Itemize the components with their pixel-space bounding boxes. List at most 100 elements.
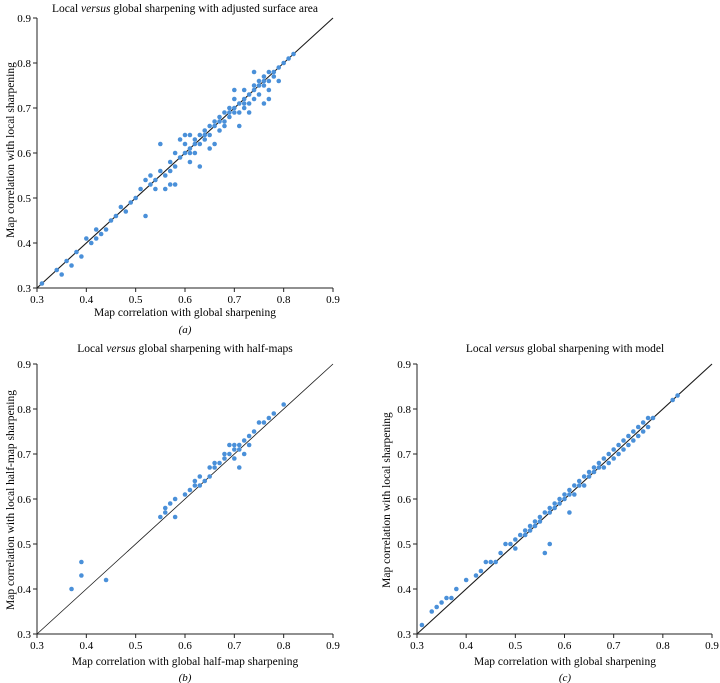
panel-c-data-point bbox=[601, 456, 607, 461]
panel-c-data-point bbox=[611, 447, 616, 452]
panel-a-data-point bbox=[246, 92, 252, 97]
panel-a-data-point bbox=[241, 101, 247, 106]
panel-a-data-point bbox=[93, 236, 99, 241]
panel-a-data-point bbox=[133, 195, 138, 201]
panel-c-data-point bbox=[527, 528, 533, 533]
panel-c-data-point bbox=[567, 487, 572, 493]
panel-a-data-point bbox=[172, 150, 178, 156]
panel-a-data-point bbox=[128, 200, 134, 205]
panel-c-data-point bbox=[463, 577, 469, 583]
panel-c-ytick-label: 0.7 bbox=[397, 449, 411, 461]
panel-c-data-point bbox=[635, 433, 641, 439]
panel-c-data-point bbox=[611, 456, 616, 461]
panel-c-data-point bbox=[532, 523, 538, 529]
panel-b-data-point bbox=[246, 433, 252, 439]
panel-c-data-point bbox=[513, 537, 518, 542]
panel-c-data-point bbox=[572, 483, 577, 488]
panel-b-data-point bbox=[172, 496, 178, 502]
panel-a-ytick-label: 0.5 bbox=[17, 193, 31, 205]
panel-c-xlabel: Map correlation with global sharpening bbox=[474, 656, 656, 668]
panel-a-data-point bbox=[103, 227, 109, 232]
panel-b-data-point bbox=[236, 447, 242, 452]
panel-a-ytick-label: 0.8 bbox=[17, 58, 31, 70]
panel-a-data-point bbox=[246, 101, 252, 106]
panel-a-data-point bbox=[197, 164, 203, 169]
panel-a-data-point bbox=[236, 123, 242, 129]
panel-b-xtick-label: 0.7 bbox=[227, 640, 241, 652]
panel-c-ytick-label: 0.5 bbox=[397, 539, 411, 551]
panel-b-ytick-label: 0.4 bbox=[17, 584, 31, 596]
panel-b-title: Local versus global sharpening with half… bbox=[77, 343, 293, 355]
panel-a-data-point bbox=[232, 87, 237, 93]
panel-c-data-point bbox=[596, 460, 602, 466]
panel-a-data-point bbox=[84, 236, 89, 241]
panel-a-data-point bbox=[172, 164, 178, 169]
panel-a-data-point bbox=[266, 87, 272, 93]
panel-a-data-point bbox=[167, 168, 173, 174]
panel-a-ytick-label: 0.7 bbox=[17, 103, 31, 115]
panel-a-xtick-label: 0.4 bbox=[79, 294, 93, 306]
panel-a-title: Local versus global sharpening with adju… bbox=[52, 3, 318, 15]
panel-a-data-point bbox=[251, 96, 257, 102]
panel-a-data-point bbox=[212, 123, 217, 129]
panel-c-data-point bbox=[606, 451, 612, 457]
panel-a-data-point bbox=[207, 146, 212, 151]
panel-b-data-point bbox=[167, 501, 173, 506]
panel-c-data-point bbox=[626, 442, 631, 448]
panel-c-data-point bbox=[557, 496, 562, 502]
panel-a-data-point bbox=[172, 182, 178, 187]
panel-a-xlabel: Map correlation with global sharpening bbox=[94, 307, 276, 319]
panel-c-data-point bbox=[434, 604, 439, 610]
panel-a-data-point bbox=[69, 263, 74, 268]
panel-c-data-point bbox=[596, 465, 602, 470]
panel-a-data-point bbox=[39, 281, 45, 286]
panel-b-xtick-label: 0.5 bbox=[129, 640, 143, 652]
panel-c-title: Local versus global sharpening with mode… bbox=[466, 343, 664, 355]
panel-c-data-point bbox=[547, 505, 553, 511]
panel-c-data-point bbox=[670, 397, 675, 403]
panel-b-data-point bbox=[103, 577, 109, 583]
panel-a-data-point bbox=[64, 258, 69, 264]
panel-c-data-point bbox=[616, 442, 621, 448]
panel-a-xtick-label: 0.9 bbox=[326, 294, 340, 306]
panel-c-data-point bbox=[635, 424, 641, 430]
panel-a-data-point bbox=[212, 141, 217, 147]
panel-a-data-point bbox=[138, 186, 143, 192]
panel-a-data-point bbox=[167, 159, 173, 165]
panel-a-data-point bbox=[162, 173, 168, 178]
panel-a-data-point bbox=[281, 60, 286, 66]
panel-c-data-point bbox=[439, 600, 444, 605]
panel-c-data-point bbox=[449, 595, 454, 601]
panel-c-data-point bbox=[522, 532, 528, 538]
panel-c-data-point bbox=[547, 541, 553, 547]
panel-c-data-point bbox=[640, 420, 646, 425]
panel-c-data-point bbox=[621, 447, 626, 452]
panel-c-data-point bbox=[419, 622, 425, 628]
panel-b-ytick-label: 0.5 bbox=[17, 539, 31, 551]
panel-c-xtick-label: 0.8 bbox=[656, 640, 670, 652]
panel-c-data-point bbox=[562, 496, 567, 502]
panel-c-data-point bbox=[616, 451, 621, 457]
panel-c-data-point bbox=[567, 510, 572, 515]
panel-b-data-point bbox=[79, 573, 84, 578]
panel-a-data-point bbox=[286, 56, 291, 61]
panel-c-plot: 0.3 0.4 0.5 0.6 0.7 0.8 0.9 0.3 0.4 0.5 0.6 0.7 0.8 0… bbox=[397, 359, 719, 652]
panel-a-data-point bbox=[88, 240, 94, 246]
panel-a-data-point bbox=[192, 141, 198, 147]
panel-b-data-point bbox=[232, 442, 237, 448]
panel-c-data-point bbox=[517, 532, 523, 538]
panel-a-data-point bbox=[246, 110, 252, 115]
panel-b-ytick-label: 0.6 bbox=[17, 494, 31, 506]
panel-c-data-point bbox=[542, 510, 548, 515]
panel-c-ytick-label: 0.4 bbox=[397, 584, 411, 596]
panel-a-ytick-label: 0.4 bbox=[17, 238, 31, 250]
panel-a-data-point bbox=[207, 123, 212, 129]
panel-b-data-point bbox=[192, 478, 198, 484]
panel-a-data-point bbox=[266, 96, 272, 102]
panel-c-data-point bbox=[606, 460, 612, 466]
panel-a-data-point bbox=[217, 128, 222, 133]
panel-b-xtick-label: 0.3 bbox=[30, 640, 44, 652]
panel-c-data-point bbox=[547, 510, 553, 515]
panel-c-data-point bbox=[552, 501, 557, 506]
panel-a-data-point bbox=[251, 87, 257, 93]
